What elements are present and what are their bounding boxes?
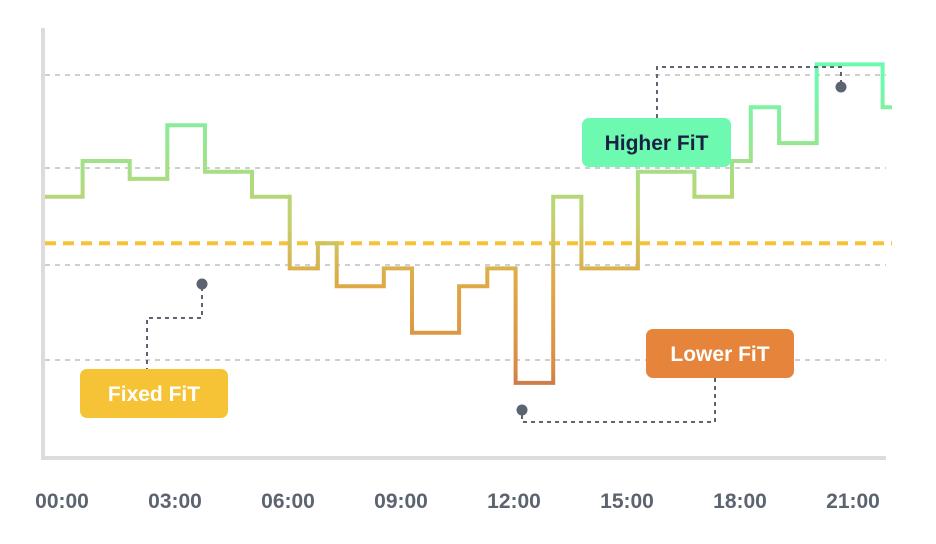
fixed-connector: [146, 287, 203, 372]
x-tick-label: 09:00: [374, 490, 428, 513]
x-tick-label: 06:00: [261, 490, 315, 513]
higher-connector: [656, 66, 842, 118]
lower-connector: [521, 378, 716, 423]
lower-dot: [516, 404, 528, 416]
grid-lines: [45, 74, 886, 361]
lower-fit-badge: Lower FiT: [646, 329, 794, 378]
fixed-fit-badge-bg: [80, 369, 228, 418]
fixed-fit-label: Fixed FiT: [108, 383, 200, 406]
x-tick-labels: 00:00 03:00 06:00 09:00 12:00 15:00 18:0…: [35, 490, 880, 513]
fixed-dot: [196, 278, 208, 290]
higher-dot: [835, 81, 847, 93]
x-tick-label: 00:00: [35, 490, 89, 513]
lower-fit-badge-bg: [646, 329, 794, 378]
lower-fit-label: Lower FiT: [670, 343, 769, 366]
higher-fit-badge-bg: [582, 118, 731, 167]
x-tick-label: 15:00: [600, 490, 654, 513]
fit-step-line: [45, 62, 892, 385]
fixed-fit-badge: Fixed FiT: [80, 369, 228, 418]
higher-fit-label: Higher FiT: [605, 132, 709, 155]
x-tick-label: 21:00: [826, 490, 880, 513]
x-tick-label: 03:00: [148, 490, 202, 513]
connectors: [146, 66, 847, 423]
x-tick-label: 18:00: [713, 490, 767, 513]
higher-fit-badge: Higher FiT: [582, 118, 731, 167]
x-tick-label: 12:00: [487, 490, 541, 513]
